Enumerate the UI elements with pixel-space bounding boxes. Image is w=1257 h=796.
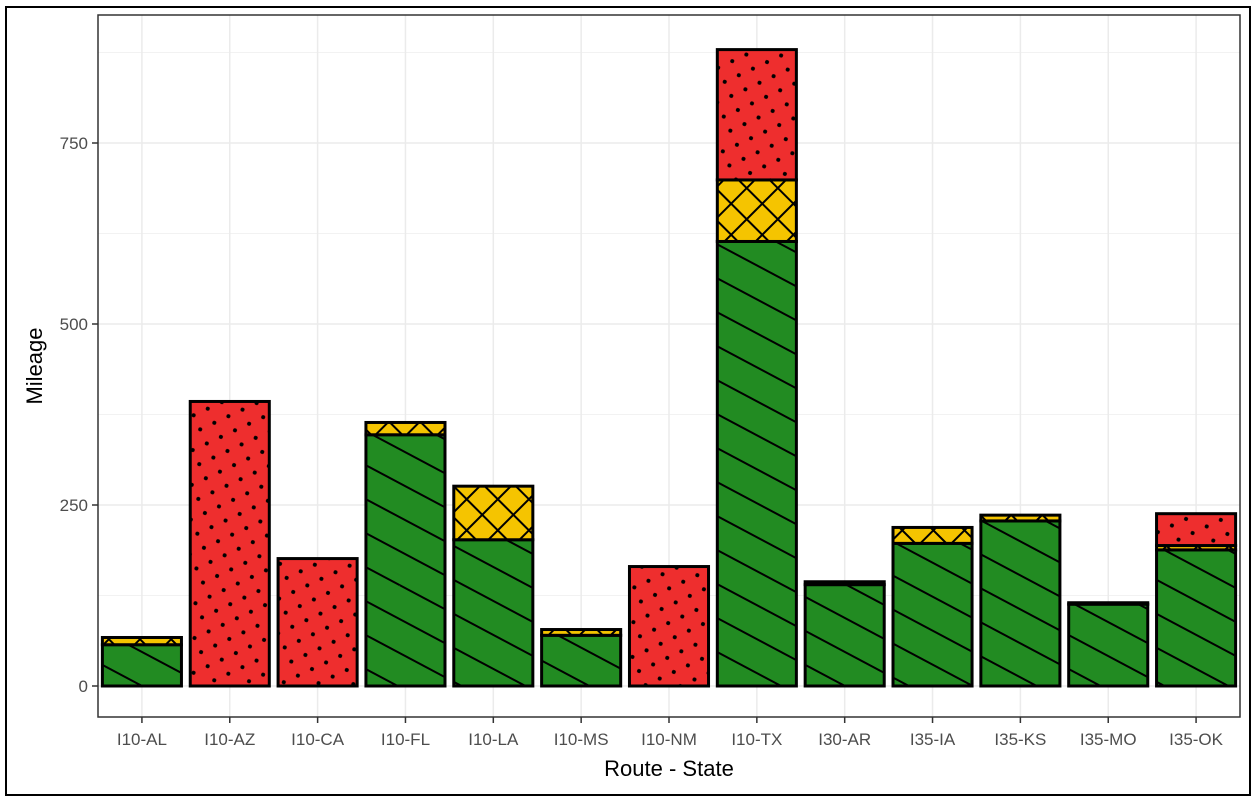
x-tick-label: I10-FL bbox=[381, 730, 430, 749]
bar-segment bbox=[452, 538, 535, 688]
bar-segment bbox=[1067, 602, 1150, 688]
bar-segment bbox=[1155, 548, 1238, 688]
bar-segment bbox=[803, 580, 886, 587]
x-tick-label: I10-CA bbox=[291, 730, 345, 749]
bar-segment bbox=[364, 420, 447, 437]
axes: 0 250 500 750 I10-AL I10-AZ I10-CA I10-FL I10-LA… bbox=[60, 14, 1241, 749]
y-tick-label: 0 bbox=[79, 677, 88, 696]
x-tick-label: I35-IA bbox=[910, 730, 956, 749]
x-tick-label: I10-AL bbox=[117, 730, 167, 749]
x-tick-label: I10-AZ bbox=[204, 730, 255, 749]
bar-segment bbox=[1155, 512, 1238, 548]
bar-segment bbox=[452, 484, 535, 542]
x-tick-label: I10-MS bbox=[554, 730, 609, 749]
bar-segment bbox=[715, 178, 798, 243]
bar-segment bbox=[364, 433, 447, 688]
x-tick-label: I10-LA bbox=[468, 730, 519, 749]
bar-segment bbox=[891, 541, 974, 688]
bar-segment bbox=[1067, 601, 1150, 606]
y-axis-title: Mileage bbox=[22, 327, 47, 404]
x-tick-label: I35-OK bbox=[1169, 730, 1224, 749]
bar-segment bbox=[276, 557, 359, 688]
x-tick-label: I10-NM bbox=[641, 730, 697, 749]
bar-segment bbox=[540, 633, 623, 688]
bar-segment bbox=[715, 48, 798, 182]
x-tick-label: I35-MO bbox=[1080, 730, 1137, 749]
bar-segment bbox=[100, 635, 183, 647]
bar-segment bbox=[540, 628, 623, 637]
y-tick-label: 750 bbox=[60, 134, 88, 153]
bar-segment bbox=[100, 643, 183, 688]
bar-segment bbox=[979, 513, 1062, 523]
x-tick-label: I10-TX bbox=[731, 730, 782, 749]
bars bbox=[100, 48, 1238, 688]
bar-segment bbox=[979, 519, 1062, 688]
x-tick-label: I35-KS bbox=[994, 730, 1046, 749]
y-tick-label: 250 bbox=[60, 496, 88, 515]
bar-segment bbox=[803, 583, 886, 688]
bar-segment bbox=[188, 399, 271, 688]
bar-segment bbox=[715, 239, 798, 688]
y-tick-label: 500 bbox=[60, 315, 88, 334]
x-axis-title: Route - State bbox=[604, 756, 734, 781]
bar-segment bbox=[627, 565, 711, 688]
bar-segment bbox=[891, 525, 974, 545]
x-tick-label: I30-AR bbox=[818, 730, 871, 749]
